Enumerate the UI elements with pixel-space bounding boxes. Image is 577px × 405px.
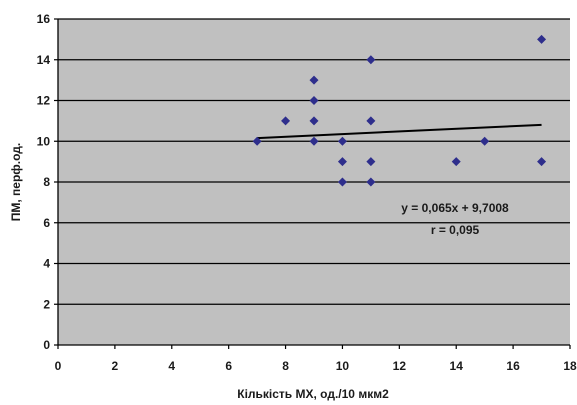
x-tick-label: 18 — [563, 359, 577, 373]
data-point — [366, 157, 376, 167]
data-point — [337, 136, 347, 146]
y-tick-label: 10 — [37, 134, 51, 148]
data-point — [480, 136, 490, 146]
y-tick-label: 16 — [37, 12, 51, 26]
y-tick-label: 8 — [43, 175, 50, 189]
data-point — [337, 177, 347, 187]
data-points — [252, 34, 547, 187]
data-point — [309, 116, 319, 126]
trendline — [257, 123, 542, 140]
y-tick-label: 0 — [43, 338, 50, 352]
x-tick-label: 12 — [393, 359, 407, 373]
y-tick-label: 6 — [43, 216, 50, 230]
data-point — [252, 136, 262, 146]
axes: 0 2 4 6 8 10 12 14 16 0 2 4 6 8 10 12 14 16 18 — [37, 12, 577, 373]
x-tick-label: 16 — [506, 359, 520, 373]
y-tick-label: 2 — [43, 297, 50, 311]
x-tick-label: 14 — [450, 359, 464, 373]
x-tick-label: 0 — [55, 359, 62, 373]
data-point — [309, 75, 319, 85]
equation-annotation: y = 0,065x + 9,7008 — [401, 201, 509, 215]
y-tick-label: 14 — [37, 53, 51, 67]
data-point — [537, 34, 547, 44]
y-tick-label: 4 — [43, 257, 50, 271]
x-tick-label: 4 — [168, 359, 175, 373]
correlation-annotation: r = 0,095 — [431, 223, 480, 237]
data-point — [537, 157, 547, 167]
data-point — [366, 177, 376, 187]
data-point — [337, 157, 347, 167]
data-point — [309, 96, 319, 105]
y-axis-title: ПМ, перф.од. — [9, 143, 23, 222]
y-tick-label: 12 — [37, 94, 51, 108]
trendline-group — [257, 123, 542, 140]
data-point — [366, 116, 376, 126]
x-axis-title: Кількість МХ, од./10 мкм2 — [237, 387, 389, 401]
x-tick-label: 6 — [225, 359, 232, 373]
x-tick-label: 10 — [336, 359, 350, 373]
data-point — [451, 157, 461, 167]
x-tick-label: 2 — [112, 359, 119, 373]
data-point — [309, 136, 319, 146]
data-point — [366, 55, 376, 65]
data-point — [281, 116, 291, 126]
x-tick-label: 8 — [282, 359, 289, 373]
